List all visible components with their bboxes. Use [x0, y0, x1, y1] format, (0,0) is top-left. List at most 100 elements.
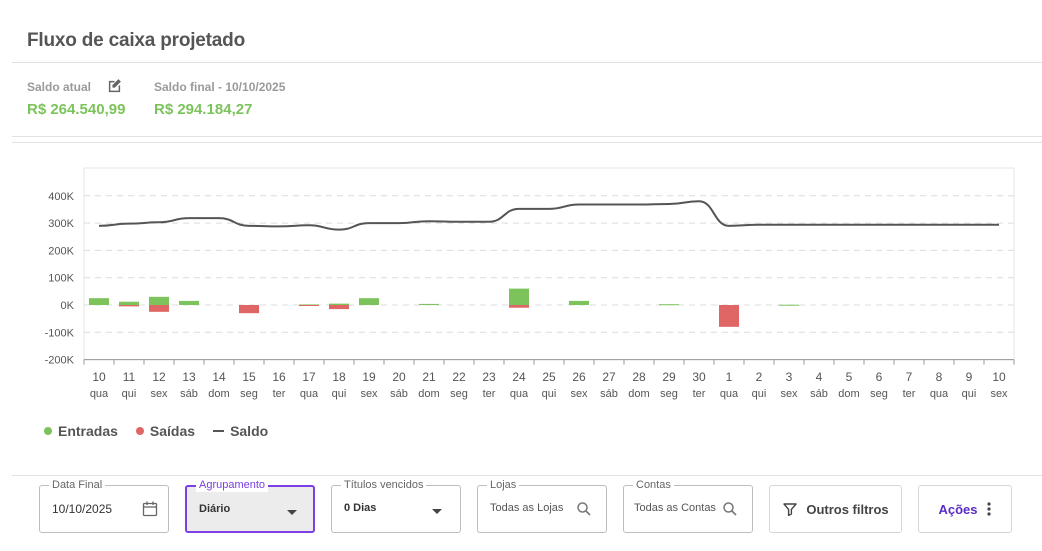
contas-label: Contas	[633, 478, 674, 492]
calendar-icon[interactable]	[141, 500, 159, 518]
legend-line-saldo	[213, 430, 225, 432]
x-tick-label: 4	[816, 370, 823, 384]
lojas-value[interactable]: Todas as Lojas	[490, 502, 564, 514]
y-tick-label: 0K	[61, 300, 75, 312]
bar-saidas[interactable]	[119, 305, 139, 307]
bar-saidas[interactable]	[719, 305, 739, 327]
x-tick-label: 10	[992, 370, 1006, 384]
bar-entradas[interactable]	[149, 296, 169, 305]
chart-legend: Entradas Saídas Saldo	[44, 423, 268, 439]
x-tick-weekday: qui	[332, 388, 347, 400]
x-tick-weekday: qui	[752, 388, 767, 400]
legend-item-saidas[interactable]: Saídas	[135, 423, 196, 439]
bar-entradas[interactable]	[659, 304, 679, 306]
x-tick-weekday: ter	[273, 388, 286, 400]
x-tick-label: 20	[392, 370, 406, 384]
bar-entradas[interactable]	[299, 304, 319, 306]
legend-dot-saidas	[135, 427, 144, 435]
x-tick-label: 19	[362, 370, 376, 384]
x-tick-label: 5	[846, 370, 853, 384]
x-tick-weekday: sex	[990, 388, 1008, 400]
x-tick-label: 23	[482, 370, 496, 384]
lojas-field[interactable]: Lojas Todas as Lojas	[477, 478, 607, 533]
x-tick-weekday: seg	[660, 388, 678, 400]
x-tick-label: 13	[182, 370, 196, 384]
titulos-vencidos-select[interactable]: Títulos vencidos 0 Dias	[331, 478, 461, 533]
x-tick-label: 21	[422, 370, 436, 384]
x-tick-weekday: seg	[870, 388, 888, 400]
bar-entradas[interactable]	[569, 300, 589, 305]
legend-label-entradas: Entradas	[58, 423, 118, 439]
plot-area	[83, 167, 1015, 361]
data-final-value[interactable]: 10/10/2025	[52, 502, 113, 516]
bar-entradas[interactable]	[179, 300, 199, 305]
x-tick-label: 22	[452, 370, 466, 384]
legend-item-saldo[interactable]: Saldo	[213, 423, 268, 439]
bar-entradas[interactable]	[419, 303, 439, 305]
bar-saidas[interactable]	[329, 305, 349, 310]
agrupamento-select[interactable]: Agrupamento Diário	[185, 478, 315, 533]
bar-entradas[interactable]	[329, 303, 349, 305]
x-tick-label: 16	[272, 370, 286, 384]
x-tick-weekday: dom	[838, 388, 859, 400]
bar-saidas[interactable]	[239, 305, 259, 314]
divider	[12, 475, 1042, 476]
acoes-label: Ações	[938, 501, 978, 517]
titulos-vencidos-value: 0 Dias	[344, 502, 377, 514]
x-tick-weekday: ter	[483, 388, 496, 400]
x-tick-weekday: qua	[90, 388, 109, 400]
bar-saidas[interactable]	[149, 305, 169, 312]
titulos-vencidos-label: Títulos vencidos	[341, 478, 427, 492]
contas-field[interactable]: Contas Todas as Contas	[623, 478, 753, 533]
contas-value[interactable]: Todas as Contas	[634, 502, 716, 514]
search-icon[interactable]	[721, 500, 739, 518]
lojas-label: Lojas	[487, 478, 520, 492]
x-tick-weekday: ter	[693, 388, 706, 400]
x-tick-weekday: sáb	[180, 388, 198, 400]
dropdown-arrow-icon[interactable]	[283, 503, 301, 521]
data-final-field[interactable]: Data Final 10/10/2025	[39, 478, 169, 533]
x-tick-label: 1	[726, 370, 733, 384]
divider	[12, 142, 1042, 143]
bar-entradas[interactable]	[89, 298, 109, 305]
agrupamento-label: Agrupamento	[196, 478, 269, 492]
legend-label-saidas: Saídas	[149, 423, 196, 439]
divider	[12, 136, 1042, 137]
x-tick-weekday: qua	[930, 388, 949, 400]
filter-icon	[783, 503, 798, 517]
y-tick-label: 200K	[48, 245, 74, 257]
x-tick-weekday: sex	[360, 388, 378, 400]
acoes-button[interactable]: Ações	[918, 485, 1012, 533]
edit-icon[interactable]	[107, 78, 122, 93]
y-tick-label: -200K	[45, 355, 75, 367]
x-tick-weekday: qui	[122, 388, 137, 400]
outros-filtros-label: Outros filtros	[806, 501, 889, 517]
x-tick-label: 24	[512, 370, 526, 384]
bar-entradas[interactable]	[779, 304, 799, 306]
search-icon[interactable]	[575, 500, 593, 518]
x-tick-label: 2	[756, 370, 763, 384]
y-tick-label: 300K	[48, 218, 74, 230]
legend-item-entradas[interactable]: Entradas	[44, 423, 118, 439]
bar-entradas[interactable]	[359, 298, 379, 305]
x-tick-weekday: qua	[720, 388, 739, 400]
x-tick-label: 8	[936, 370, 943, 384]
legend-dot-entradas	[44, 427, 52, 435]
x-tick-weekday: dom	[208, 388, 229, 400]
x-tick-label: 27	[602, 370, 616, 384]
bar-entradas[interactable]	[119, 301, 139, 305]
bar-saidas[interactable]	[509, 305, 529, 308]
dropdown-arrow-icon[interactable]	[428, 502, 446, 520]
saldo-final-value: R$ 294.184,27	[154, 101, 253, 118]
x-tick-weekday: sáb	[600, 388, 618, 400]
bar-entradas[interactable]	[509, 288, 529, 305]
x-tick-label: 11	[123, 370, 136, 384]
bar-saidas[interactable]	[299, 305, 319, 306]
outros-filtros-button[interactable]: Outros filtros	[769, 485, 902, 533]
x-tick-weekday: qua	[300, 388, 319, 400]
x-tick-label: 28	[632, 370, 646, 384]
x-tick-label: 30	[692, 370, 706, 384]
saldo-final-label: Saldo final - 10/10/2025	[154, 80, 286, 94]
x-tick-label: 14	[212, 370, 226, 384]
y-tick-label: 100K	[48, 273, 74, 285]
